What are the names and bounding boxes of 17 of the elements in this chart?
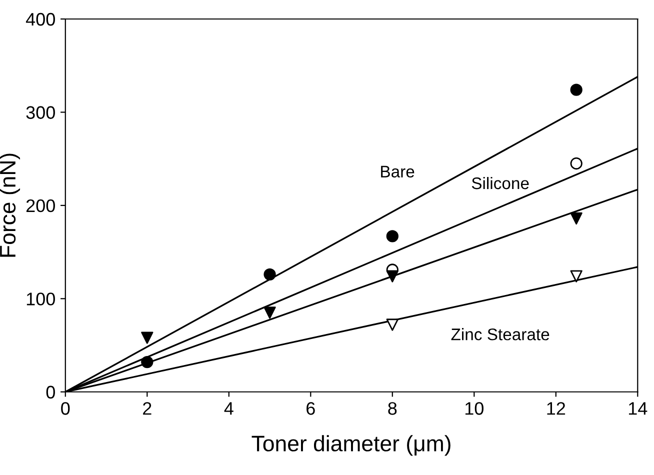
x-tick-label: 10: [465, 402, 484, 415]
series-label: Zinc Stearate: [451, 328, 550, 340]
y-tick-label: 300: [26, 106, 55, 119]
y-tick-label: 200: [26, 199, 55, 212]
x-tick-label: 14: [628, 402, 648, 415]
y-tick-label: 0: [46, 386, 55, 399]
x-tick-label: 4: [224, 402, 234, 415]
x-axis-title: Toner diameter (μm): [252, 435, 450, 456]
y-tick-label: 100: [26, 292, 55, 306]
series-label: Silicone: [472, 176, 529, 190]
x-tick-label: 8: [388, 402, 397, 415]
x-tick-label: 12: [547, 402, 566, 415]
x-tick-label: 6: [306, 402, 315, 415]
series-label: Bare: [381, 166, 414, 178]
x-tick-label: 0: [61, 402, 70, 415]
y-tick-label: 400: [26, 12, 55, 26]
x-tick-label: 2: [143, 402, 152, 415]
